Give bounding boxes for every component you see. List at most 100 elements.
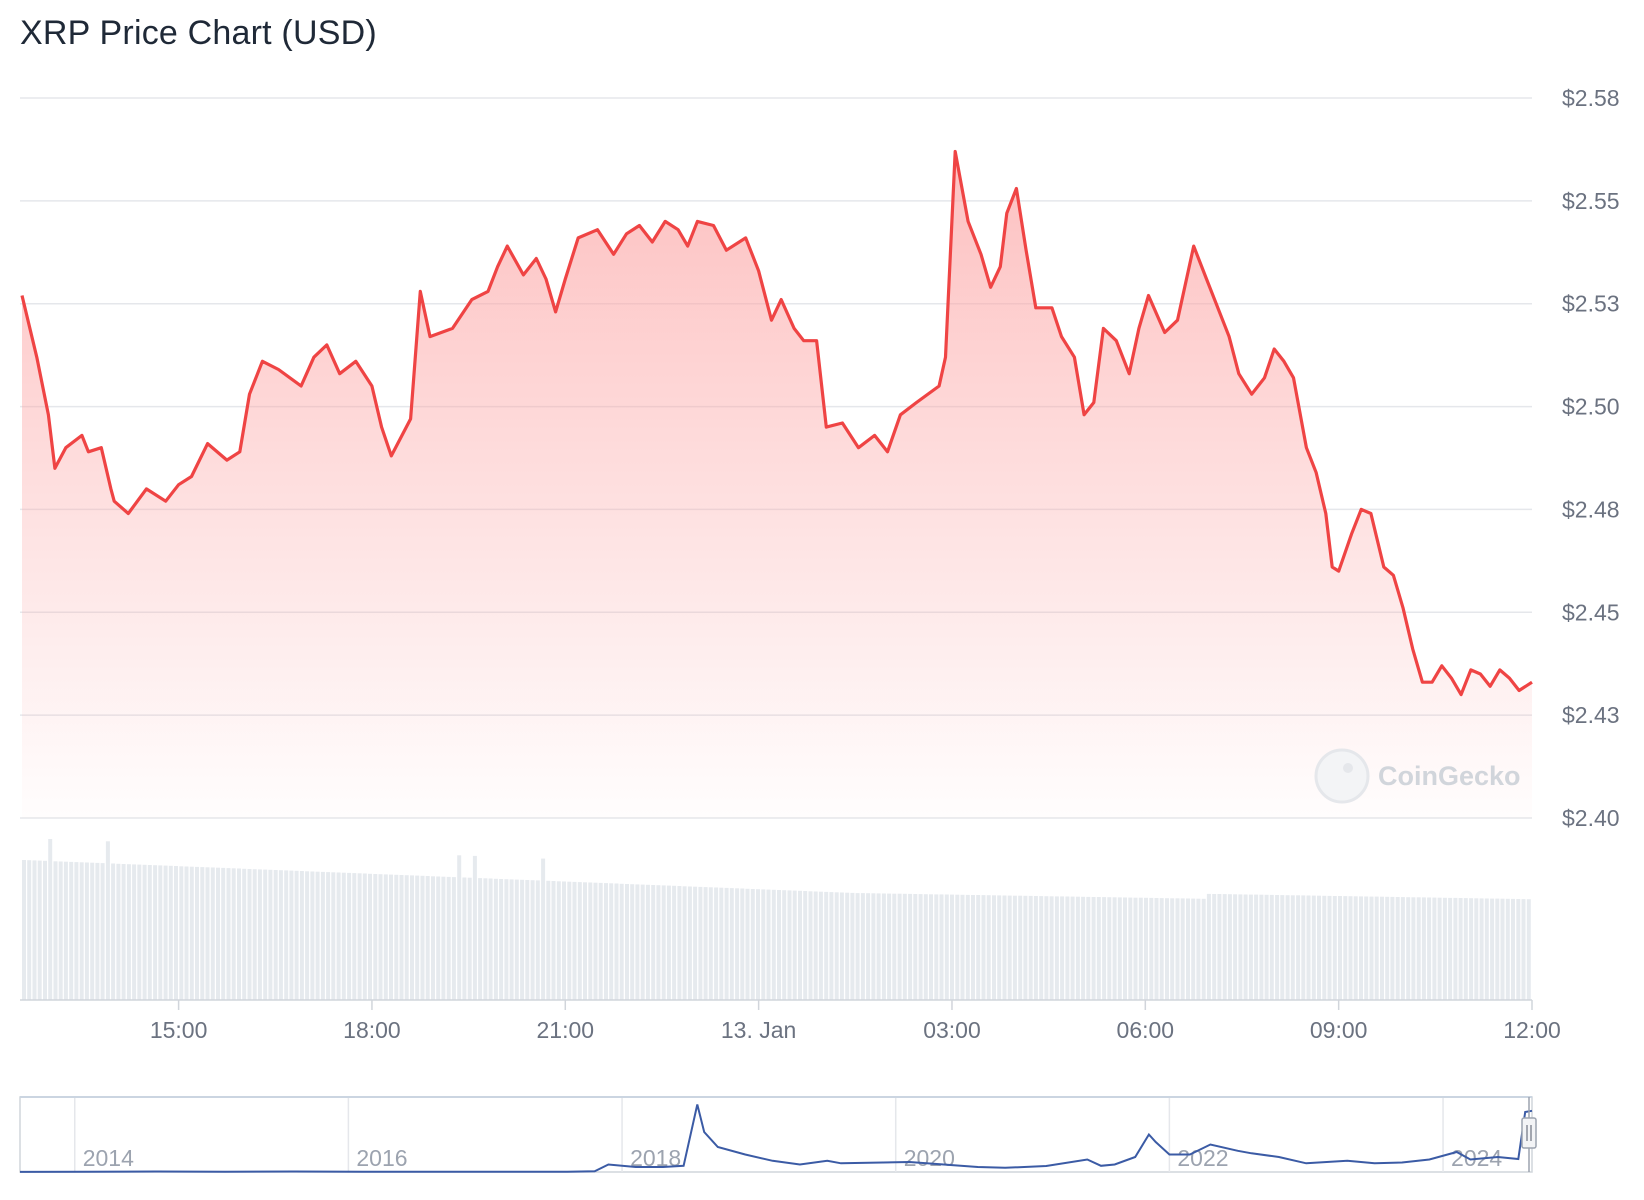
volume-bar bbox=[1007, 895, 1012, 1000]
volume-bar bbox=[1526, 899, 1531, 1000]
volume-bar bbox=[1359, 896, 1363, 1000]
volume-bar bbox=[48, 839, 53, 1000]
volume-bar bbox=[803, 891, 808, 1000]
volume-bar bbox=[1018, 895, 1023, 1000]
volume-bar bbox=[1411, 897, 1416, 1000]
volume-bar bbox=[431, 876, 435, 1001]
volume-bar bbox=[436, 876, 441, 1000]
navigator-handle[interactable] bbox=[1521, 1117, 1537, 1149]
volume-bar bbox=[1395, 897, 1400, 1000]
volume-bar bbox=[666, 885, 671, 1000]
volume-bar bbox=[897, 893, 902, 1000]
volume-bar bbox=[216, 867, 220, 1000]
navigator-year-label: 2014 bbox=[83, 1145, 134, 1171]
volume-bar bbox=[530, 880, 535, 1000]
volume-bar bbox=[1458, 898, 1463, 1000]
volume-bar bbox=[787, 890, 792, 1000]
volume-bar bbox=[237, 868, 241, 1000]
volume-bar bbox=[1432, 897, 1437, 1000]
volume-bar bbox=[625, 884, 629, 1000]
volume-bar bbox=[708, 887, 713, 1000]
volume-bar bbox=[609, 883, 614, 1000]
coingecko-watermark: CoinGecko bbox=[1314, 748, 1521, 804]
volume-bar bbox=[1238, 894, 1243, 1000]
volume-bar bbox=[677, 886, 682, 1000]
volume-bar bbox=[824, 891, 829, 1000]
volume-bar bbox=[976, 895, 981, 1000]
volume-bar bbox=[1469, 898, 1474, 1000]
volume-bar bbox=[158, 865, 163, 1000]
volume-bar bbox=[955, 894, 960, 1000]
navigator[interactable]: 2014 2016 2018 2020 2022 2024 bbox=[19, 1096, 1537, 1173]
volume-bar bbox=[493, 878, 498, 1001]
volume-bar bbox=[336, 872, 341, 1000]
y-axis-labels: $2.58 $2.55 $2.53 $2.50 $2.48 $2.45 $2.43 $2.40 bbox=[1562, 85, 1620, 831]
volume-bar bbox=[766, 889, 771, 1000]
volume-bar bbox=[1453, 897, 1458, 1000]
volume-bar bbox=[326, 872, 331, 1000]
volume-bar bbox=[986, 895, 991, 1000]
volume-bar bbox=[1096, 897, 1101, 1000]
y-tick-label: $2.53 bbox=[1562, 291, 1620, 317]
navigator-year-label: 2016 bbox=[356, 1145, 407, 1171]
volume-bar bbox=[509, 879, 514, 1000]
volume-bar bbox=[1033, 896, 1038, 1000]
y-tick-label: $2.43 bbox=[1562, 702, 1620, 728]
volume-bar bbox=[210, 867, 215, 1000]
volume-bar bbox=[284, 870, 289, 1000]
volume-bar bbox=[111, 863, 116, 1000]
volume-bar bbox=[782, 890, 787, 1000]
volume-bar bbox=[1212, 894, 1217, 1000]
volume-bar bbox=[971, 895, 975, 1000]
volume-bar bbox=[247, 869, 252, 1000]
volume-bar bbox=[441, 876, 446, 1000]
volume-bar bbox=[1039, 896, 1044, 1000]
volume-bar bbox=[126, 864, 131, 1000]
volume-bar bbox=[808, 891, 813, 1001]
volume-bar bbox=[499, 879, 504, 1000]
volume-bar bbox=[415, 875, 420, 1000]
volume-bar bbox=[257, 869, 262, 1000]
volume-bar bbox=[876, 893, 881, 1000]
volume-bar bbox=[1180, 898, 1185, 1000]
volume-bar bbox=[352, 873, 357, 1000]
volume-bar bbox=[305, 871, 310, 1001]
volume-bar bbox=[693, 886, 698, 1000]
volume-bar bbox=[1311, 895, 1316, 1000]
volume-bar bbox=[687, 886, 692, 1000]
price-line[interactable] bbox=[20, 149, 1533, 697]
y-tick-label: $2.58 bbox=[1562, 85, 1620, 111]
volume-bar bbox=[1028, 895, 1033, 1000]
volume-bar bbox=[761, 889, 766, 1000]
volume-bar bbox=[273, 870, 278, 1000]
volume-bar bbox=[640, 884, 645, 1000]
volume-bar bbox=[1474, 898, 1479, 1000]
volume-bar bbox=[572, 881, 577, 1000]
volume-bar bbox=[813, 891, 818, 1000]
volume-bar bbox=[661, 885, 666, 1000]
volume-bar bbox=[299, 871, 304, 1000]
volume-bar bbox=[483, 878, 488, 1000]
volume-bar bbox=[331, 872, 336, 1000]
volume-bar bbox=[1196, 898, 1201, 1000]
volume-bar bbox=[1301, 895, 1306, 1000]
volume-bar bbox=[588, 882, 593, 1000]
volume-bar bbox=[79, 862, 84, 1000]
volume-bar bbox=[577, 882, 582, 1000]
volume-bar bbox=[425, 876, 430, 1000]
price-area-fill bbox=[22, 151, 1532, 818]
volume-bar bbox=[1296, 895, 1301, 1000]
volume-bar bbox=[1149, 897, 1154, 1000]
volume-bar bbox=[22, 860, 26, 1000]
volume-bar bbox=[368, 873, 372, 1001]
volume-bar bbox=[771, 889, 776, 1000]
volume-bar bbox=[310, 871, 315, 1000]
price-line-group bbox=[20, 149, 1533, 697]
volume-bar bbox=[200, 867, 205, 1000]
volume-bar bbox=[320, 871, 325, 1000]
volume-bar bbox=[383, 874, 388, 1000]
volume-bar bbox=[1343, 896, 1348, 1000]
volume-bar bbox=[724, 887, 729, 1000]
volume-bar bbox=[1123, 897, 1127, 1000]
